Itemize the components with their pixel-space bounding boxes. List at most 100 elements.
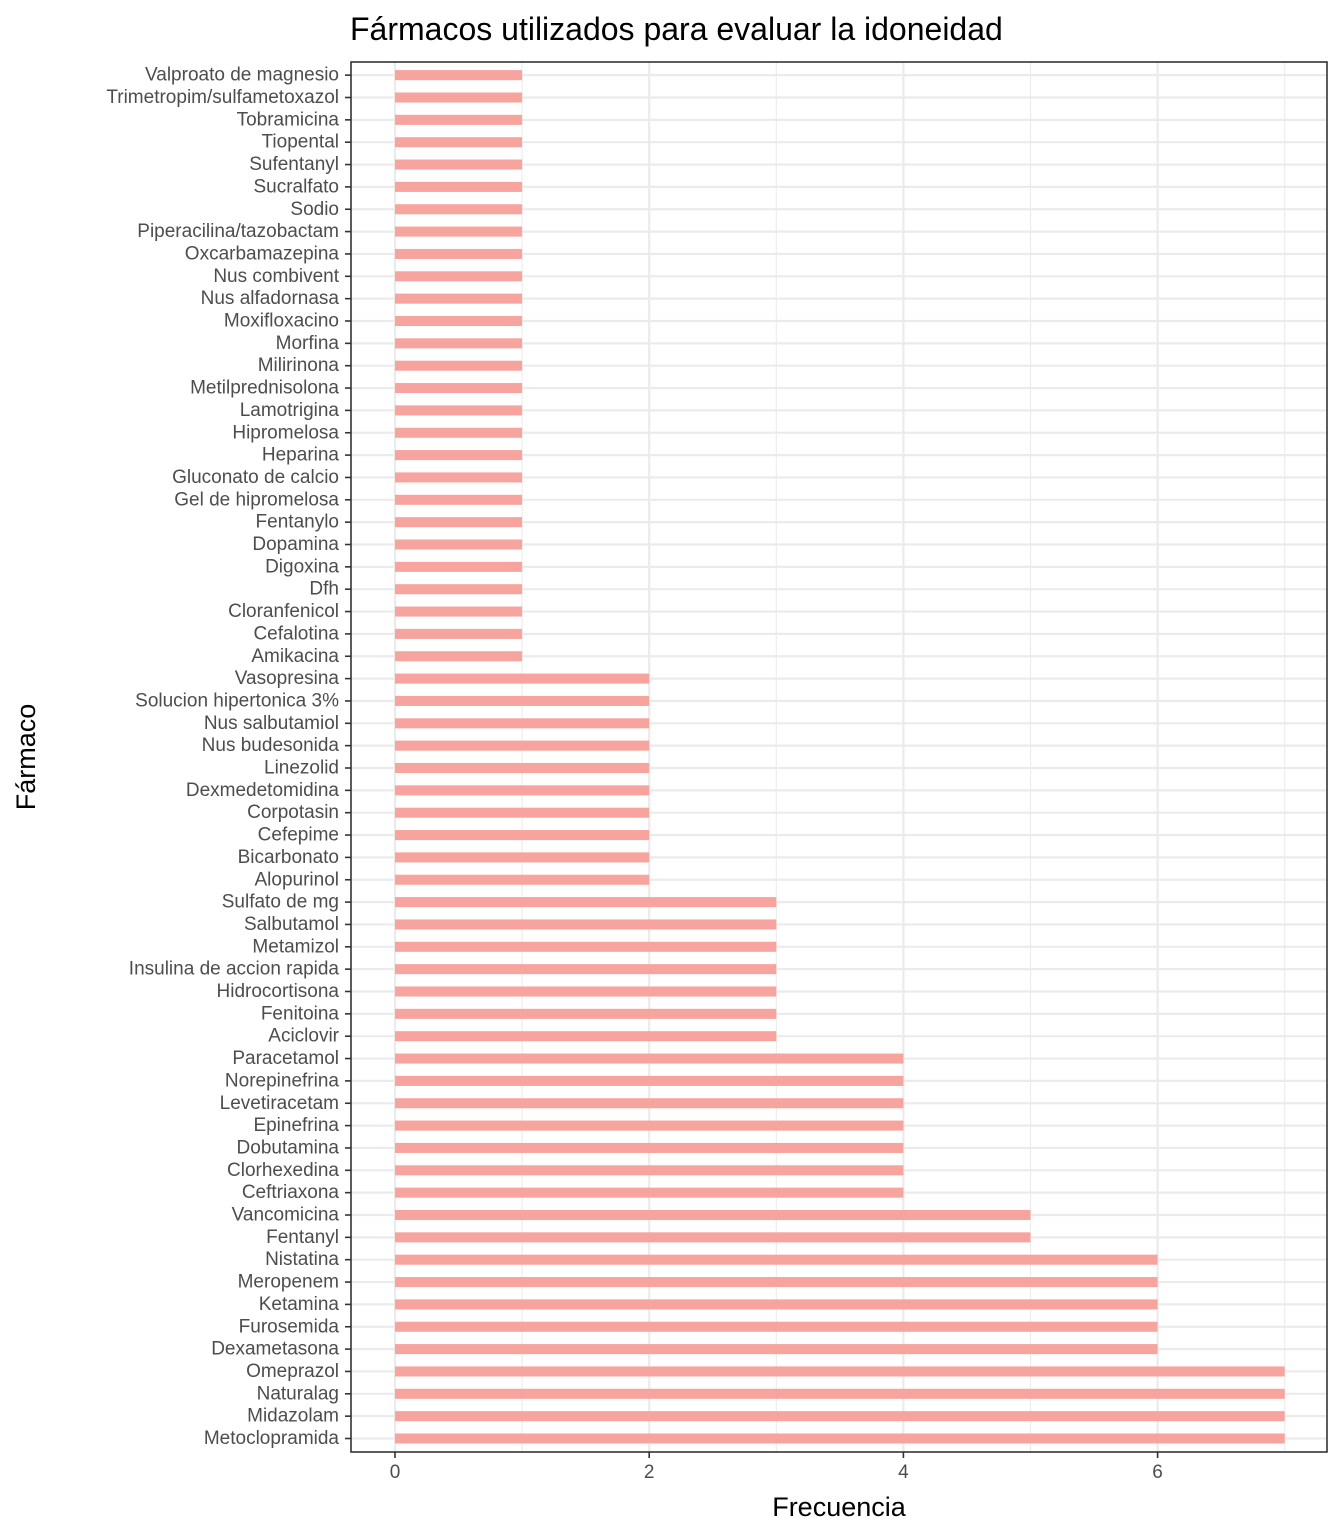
bar: [395, 1075, 904, 1086]
y-tick-label: Sufentanyl: [249, 154, 339, 175]
bar: [395, 405, 523, 416]
bar: [395, 1031, 777, 1042]
bar: [395, 226, 523, 237]
y-tick-label: Gel de hipromelosa: [174, 489, 339, 510]
x-tick-label: 4: [898, 1462, 909, 1483]
bar: [395, 1187, 904, 1198]
y-tick-label: Nus budesonida: [202, 735, 340, 756]
bar: [395, 181, 523, 192]
y-tick-label: Meropenem: [238, 1272, 339, 1293]
y-tick-label: Oxcarbamazepina: [185, 243, 340, 264]
bar: [395, 114, 523, 125]
bar: [395, 986, 777, 997]
y-tick-label: Amikacina: [251, 646, 339, 667]
y-tick-label: Nus salbutamiol: [204, 713, 339, 734]
y-tick-label: Bicarbonato: [238, 847, 339, 868]
y-tick-label: Nus alfadornasa: [201, 288, 340, 309]
y-tick-label: Cefalotina: [253, 623, 339, 644]
y-tick-label: Cefepime: [258, 825, 339, 846]
bar: [395, 472, 523, 483]
y-tick-label: Valproato de magnesio: [145, 65, 339, 86]
bar: [395, 360, 523, 371]
y-tick-label: Clorhexedina: [227, 1160, 339, 1181]
bar: [395, 383, 523, 394]
y-tick-label: Metoclopramida: [204, 1428, 340, 1449]
bar: [395, 1053, 904, 1064]
bar: [395, 1120, 904, 1131]
x-tick-label: 2: [644, 1462, 655, 1483]
bar: [395, 248, 523, 259]
bar: [395, 874, 650, 885]
bar: [395, 762, 650, 774]
bar: [395, 204, 523, 215]
y-tick-label: Piperacilina/tazobactam: [137, 221, 339, 242]
bar: [395, 1344, 1158, 1355]
y-tick-label: Fentanyl: [266, 1227, 339, 1248]
bar: [395, 807, 650, 818]
y-tick-label: Cloranfenicol: [228, 601, 339, 622]
y-tick-label: Dexametasona: [211, 1339, 339, 1360]
y-tick-label: Tiopental: [262, 132, 339, 153]
x-axis-title: Frecuencia: [772, 1492, 907, 1522]
y-tick-label: Levetiracetam: [220, 1093, 339, 1114]
bar: [395, 494, 523, 505]
y-tick-label: Dfh: [309, 579, 339, 600]
y-tick-label: Corpotasin: [247, 802, 339, 823]
bar: [395, 561, 523, 572]
bar: [395, 1232, 1031, 1243]
bar: [395, 1277, 1158, 1288]
bar: [395, 584, 523, 595]
bar: [395, 695, 650, 706]
y-tick-label: Linezolid: [264, 758, 339, 779]
y-tick-label: Hipromelosa: [232, 422, 339, 443]
y-tick-label: Ketamina: [259, 1294, 340, 1315]
bar: [395, 293, 523, 304]
y-tick-label: Tobramicina: [237, 109, 340, 130]
y-tick-label: Sucralfato: [253, 176, 339, 197]
bar: [395, 740, 650, 751]
y-tick-label: Insulina de accion rapida: [129, 959, 340, 980]
panel-border: [350, 61, 1328, 1453]
bars: [395, 70, 1285, 1444]
bar: [395, 852, 650, 863]
bar: [395, 919, 777, 930]
y-tick-label: Furosemida: [239, 1316, 340, 1337]
y-tick-label: Omeprazol: [246, 1361, 339, 1382]
bar: [395, 1366, 1285, 1377]
bar: [395, 785, 650, 796]
x-tick-label: 0: [390, 1462, 401, 1483]
y-tick-label: Midazolam: [247, 1406, 339, 1427]
y-tick-label: Vasopresina: [235, 668, 340, 689]
y-tick-label: Dopamina: [252, 534, 339, 555]
x-axis-tick-labels: 0 2 4 6: [390, 1452, 1163, 1483]
y-axis-tick-labels: MetoclopramidaMidazolamNaturalagOmeprazo…: [106, 65, 351, 1449]
y-tick-label: Sulfato de mg: [222, 892, 339, 913]
y-tick-label: Moxifloxacino: [224, 311, 339, 332]
y-tick-label: Aciclovir: [268, 1026, 339, 1047]
bar: [395, 1209, 1031, 1221]
bar: [395, 137, 523, 148]
bar: [395, 92, 523, 103]
bar: [395, 830, 650, 841]
y-tick-label: Norepinefrina: [225, 1070, 339, 1091]
y-tick-label: Sodio: [290, 199, 339, 220]
y-tick-label: Heparina: [262, 445, 340, 466]
bar: [395, 338, 523, 349]
y-tick-label: Milirinona: [258, 355, 340, 376]
y-tick-label: Metilprednisolona: [190, 378, 339, 399]
y-tick-label: Lamotrigina: [240, 400, 340, 421]
bar: [395, 1388, 1285, 1399]
y-tick-label: Gluconato de calcio: [172, 467, 339, 488]
bar: [395, 673, 650, 684]
bar: [395, 941, 777, 952]
bar: [395, 1411, 1285, 1422]
plot-panel: [351, 62, 1327, 1452]
bar: [395, 1008, 777, 1019]
bar: [395, 517, 523, 528]
y-tick-label: Nistatina: [265, 1249, 339, 1270]
bar: [395, 271, 523, 282]
bar: [395, 1433, 1285, 1444]
bar: [395, 628, 523, 639]
bar: [395, 450, 523, 461]
bar: [395, 1142, 904, 1153]
